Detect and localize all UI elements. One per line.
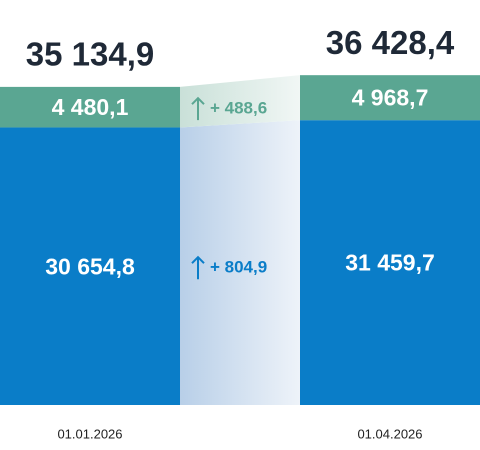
bar-segment xyxy=(0,127,180,406)
connector xyxy=(180,120,300,406)
value-label: 4 480,1 xyxy=(52,94,129,120)
bar-segment xyxy=(0,86,180,128)
value-label: 31 459,7 xyxy=(345,250,435,276)
x-tick-label: 01.01.2026 xyxy=(57,426,122,441)
connector xyxy=(180,75,300,128)
bar-segment xyxy=(300,120,480,406)
change-label: + 804,9 xyxy=(210,258,267,277)
arrow-icon xyxy=(191,255,205,280)
change-label: + 488,6 xyxy=(210,99,267,118)
bar-segment xyxy=(300,75,480,121)
x-tick-label: 01.04.2026 xyxy=(357,426,422,441)
value-label: 4 968,7 xyxy=(352,85,429,111)
total-label: 35 134,9 xyxy=(26,36,154,73)
total-label: 36 428,4 xyxy=(326,24,455,61)
arrow-icon xyxy=(191,96,205,121)
value-label: 30 654,8 xyxy=(45,253,135,279)
